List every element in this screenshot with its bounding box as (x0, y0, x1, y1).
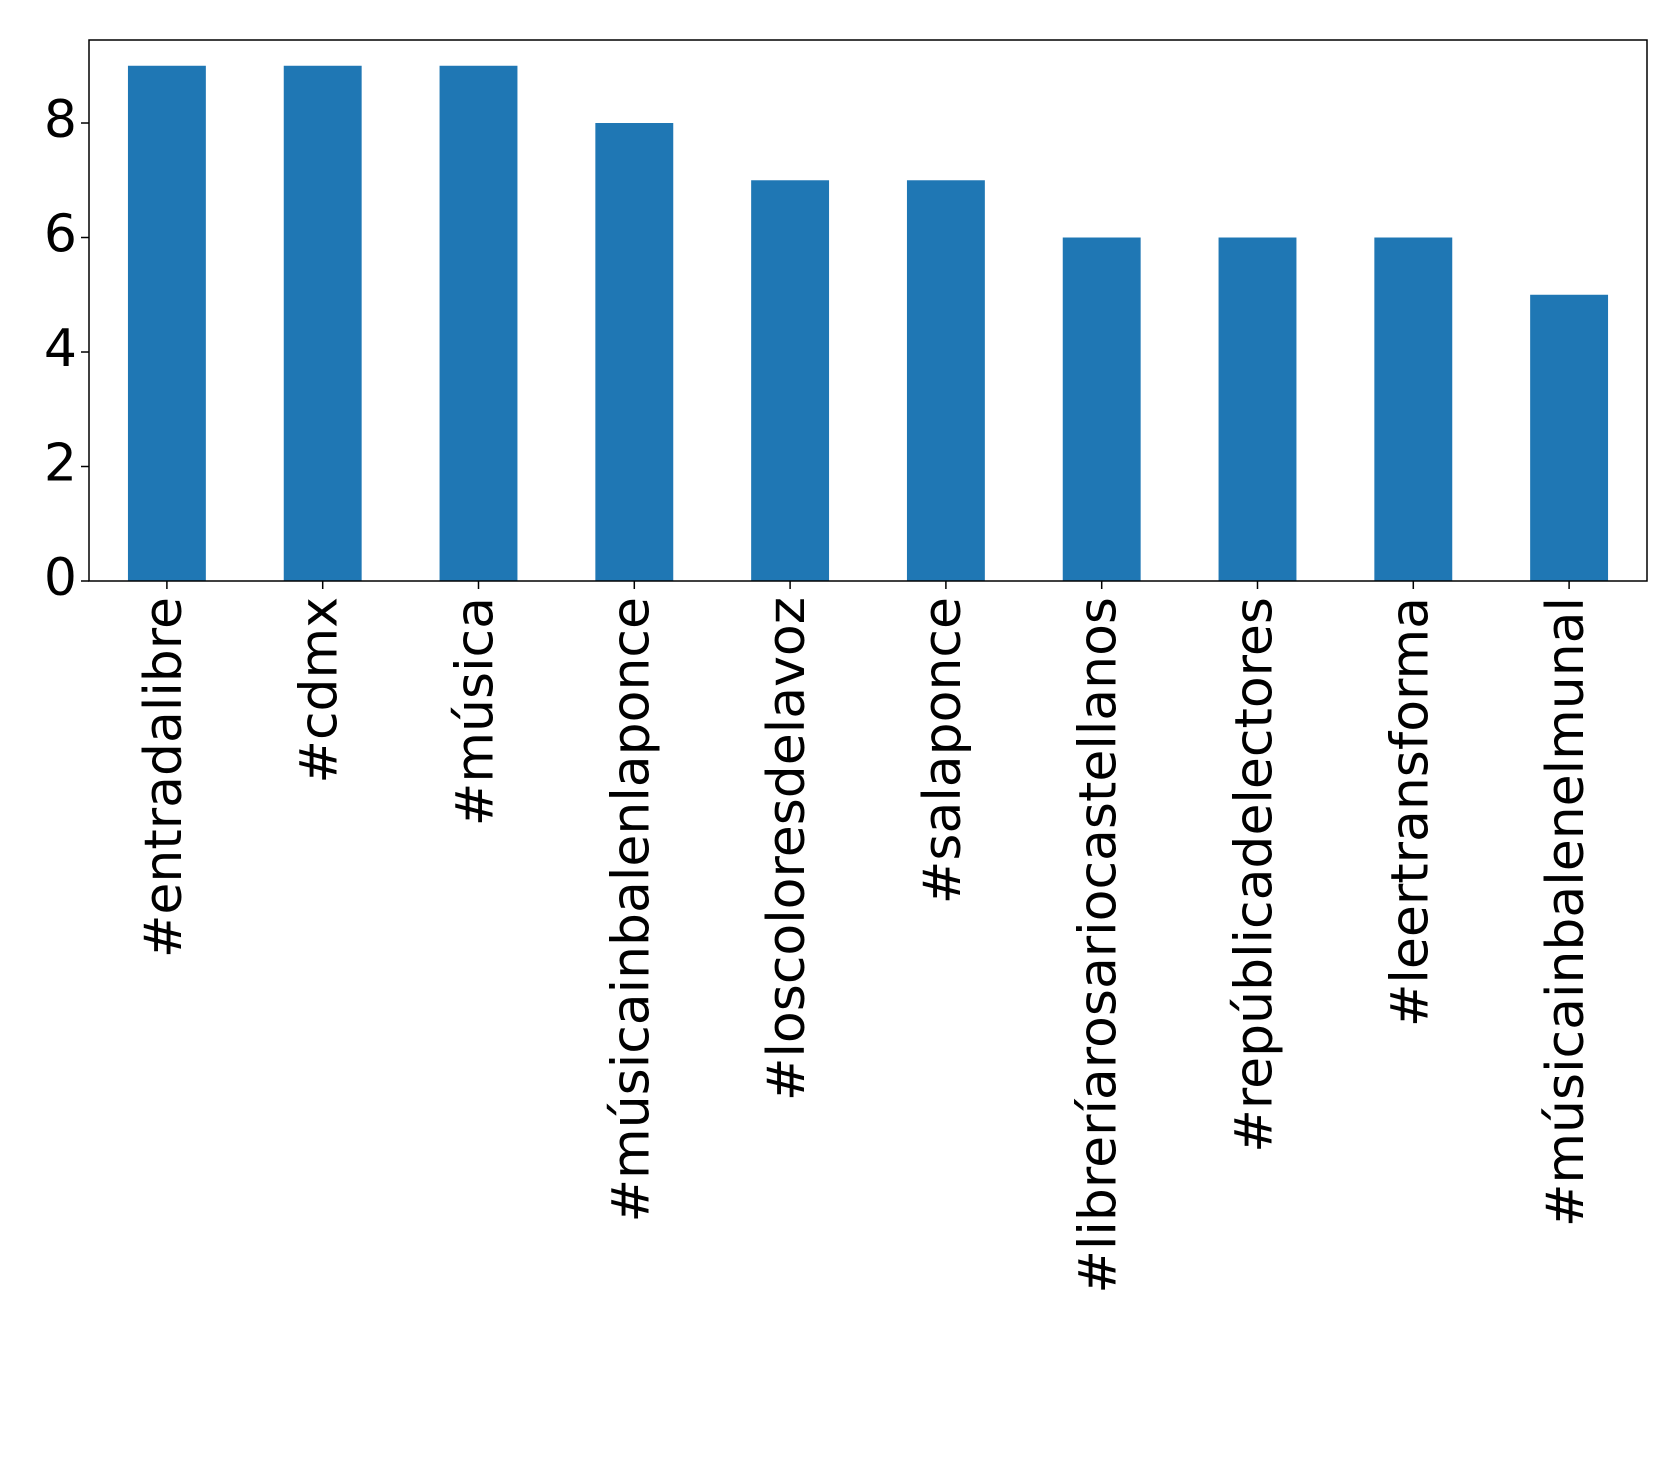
x-tick-label: #salaponce (913, 597, 973, 904)
bar (127, 65, 206, 581)
bar (1374, 237, 1453, 581)
bar (1530, 294, 1609, 581)
bar (1218, 237, 1297, 581)
y-tick-label: 8 (44, 90, 77, 150)
x-tick-label: #músicainbalenelmunal (1536, 597, 1596, 1227)
y-tick-label: 6 (44, 205, 77, 265)
bar (1062, 237, 1141, 581)
y-tick-label: 0 (44, 548, 77, 608)
x-tick-label: #repúblicadelectores (1225, 597, 1285, 1153)
x-tick-label: #cdmx (290, 597, 350, 784)
plot-frame (88, 39, 1648, 582)
x-tick-label: #músicainbalenlaponce (601, 597, 661, 1223)
bar (751, 180, 830, 581)
bar (906, 180, 985, 581)
bar (283, 65, 362, 581)
x-tick-label: #leertransforma (1380, 597, 1440, 1027)
x-tick-label: #libreríarosariocastellanos (1069, 597, 1129, 1294)
x-tick-label: #loscoloresdelavoz (757, 597, 817, 1101)
bar (595, 123, 674, 581)
x-tick-label: #entradalibre (134, 597, 194, 958)
y-tick-label: 2 (44, 434, 77, 494)
y-tick-label: 4 (44, 319, 77, 379)
x-tick-label: #música (446, 597, 506, 826)
bar (439, 65, 518, 581)
